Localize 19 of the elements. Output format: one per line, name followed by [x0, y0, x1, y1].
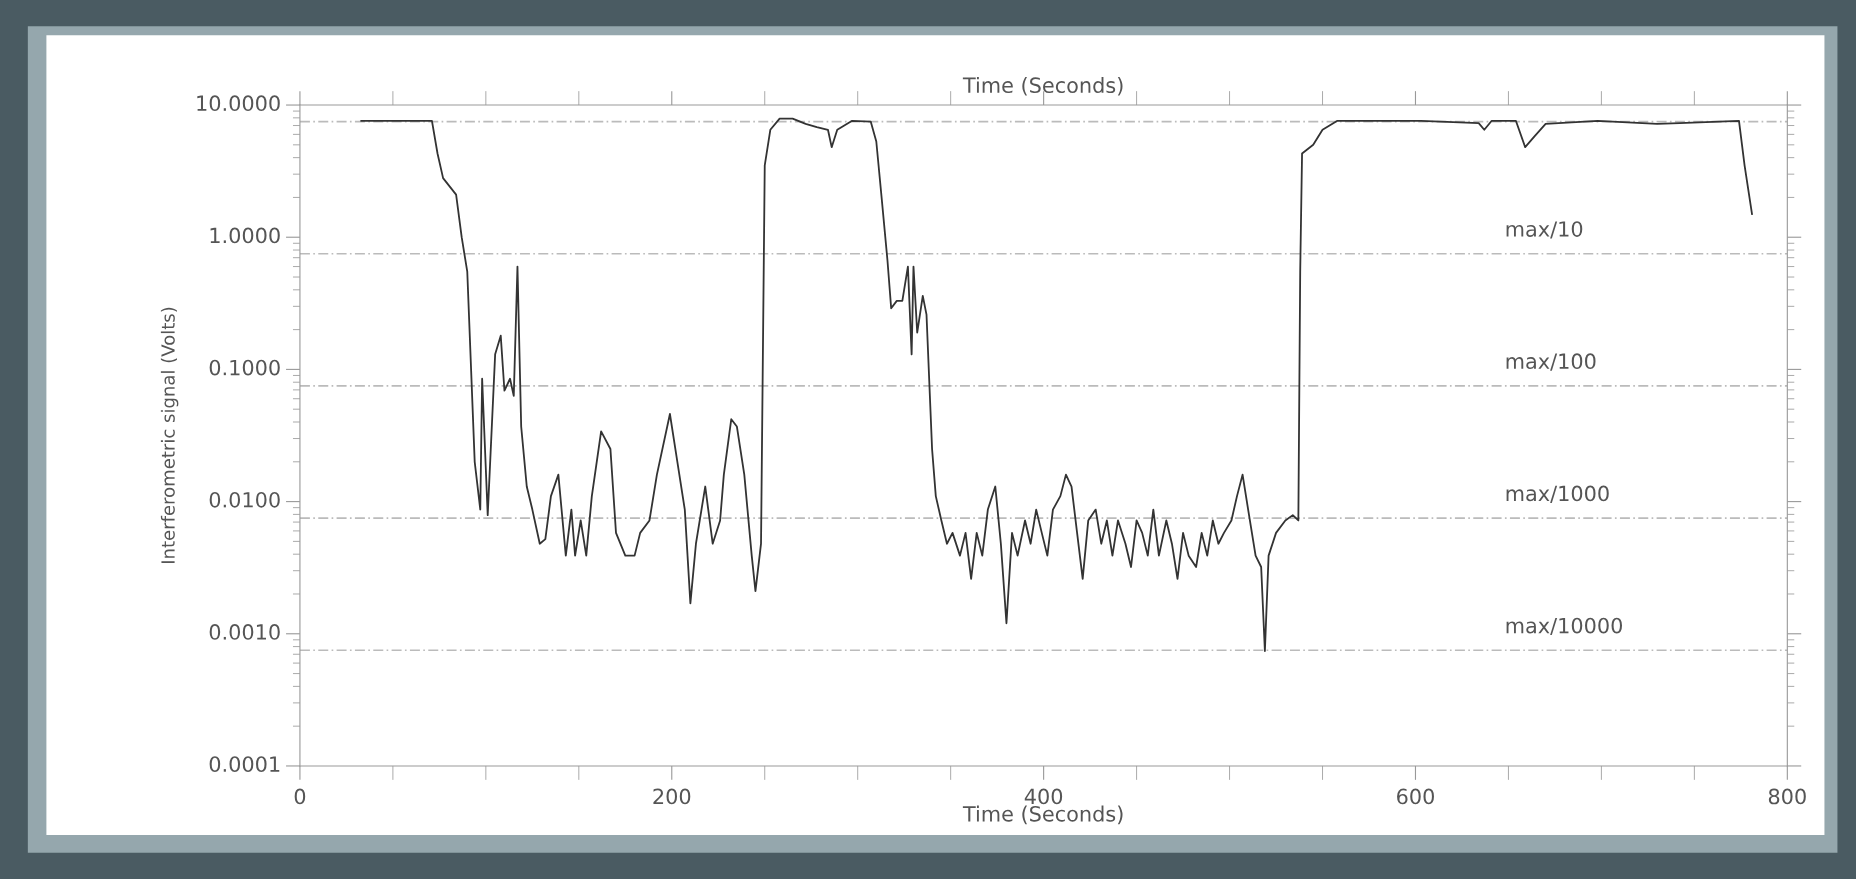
ref-line-label: max/100 — [1506, 353, 1596, 371]
x-tick-label: 800 — [1768, 788, 1806, 805]
ref-line-label: max/10 — [1506, 221, 1583, 239]
ref-line-label: max/1000 — [1506, 485, 1609, 503]
x2-axis-title: Time (Seconds) — [962, 76, 1123, 96]
y-tick-label: 1.0000 — [210, 227, 280, 244]
x-tick-label: 0 — [294, 788, 306, 805]
line-series — [360, 117, 1753, 652]
y-tick-label: 0.0001 — [209, 756, 280, 773]
y-tick-label: 10.0000 — [197, 95, 280, 112]
x-tick-label: 200 — [653, 788, 691, 805]
x-axis-title: Time (Seconds) — [962, 805, 1123, 825]
y-axis-title: Interferometric signal (Volts) — [160, 307, 179, 563]
y-tick-label: 0.0100 — [209, 491, 280, 508]
ref-line-label: max/10000 — [1506, 617, 1623, 636]
x-tick-label: 600 — [1397, 788, 1434, 805]
y-tick-label: 0.0010 — [209, 624, 280, 640]
y-tick-label: 0.1000 — [209, 359, 280, 376]
x-tick-label: 400 — [1024, 788, 1063, 805]
